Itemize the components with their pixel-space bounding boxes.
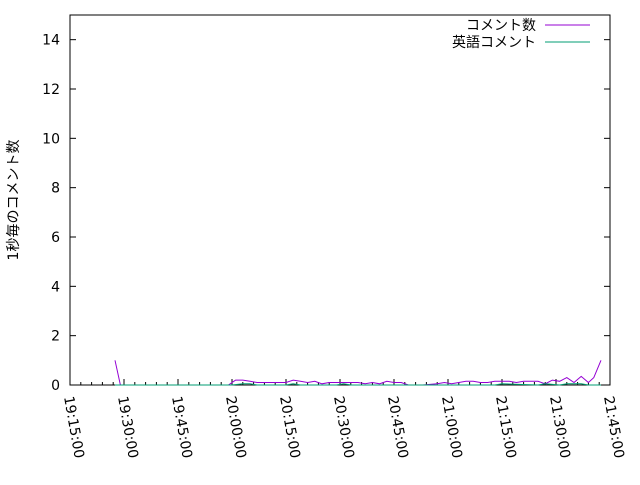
x-tick-label: 21:15:00 bbox=[492, 395, 519, 460]
x-tick-label: 19:15:00 bbox=[60, 395, 87, 460]
y-tick-label: 12 bbox=[42, 82, 60, 98]
legend-label-1: 英語コメント bbox=[452, 34, 536, 51]
x-tick-label: 20:00:00 bbox=[222, 395, 249, 460]
y-tick-label: 8 bbox=[51, 181, 60, 197]
series-line-0 bbox=[114, 360, 602, 386]
x-tick-label: 21:45:00 bbox=[600, 395, 627, 460]
x-tick-label: 20:30:00 bbox=[330, 395, 357, 460]
y-tick-label: 2 bbox=[51, 329, 60, 345]
y-tick-label: 0 bbox=[51, 378, 60, 394]
x-tick-label: 20:45:00 bbox=[384, 395, 411, 460]
legend-label-0: コメント数 bbox=[466, 18, 536, 34]
y-tick-label: 6 bbox=[51, 230, 60, 246]
y-tick-label: 14 bbox=[42, 33, 60, 49]
y-axis-label: 1秒毎のコメント数 bbox=[6, 140, 22, 261]
y-tick-label: 10 bbox=[42, 131, 60, 147]
y-tick-label: 4 bbox=[51, 279, 60, 295]
x-tick-label: 19:45:00 bbox=[168, 395, 195, 460]
plot-frame bbox=[69, 14, 611, 386]
x-tick-label: 19:30:00 bbox=[114, 395, 141, 460]
x-tick-label: 21:00:00 bbox=[438, 395, 465, 460]
series-line-1 bbox=[115, 383, 601, 386]
x-tick-label: 21:30:00 bbox=[546, 395, 573, 460]
legend: コメント数 英語コメント bbox=[452, 18, 536, 51]
x-tick-label: 20:15:00 bbox=[276, 395, 303, 460]
